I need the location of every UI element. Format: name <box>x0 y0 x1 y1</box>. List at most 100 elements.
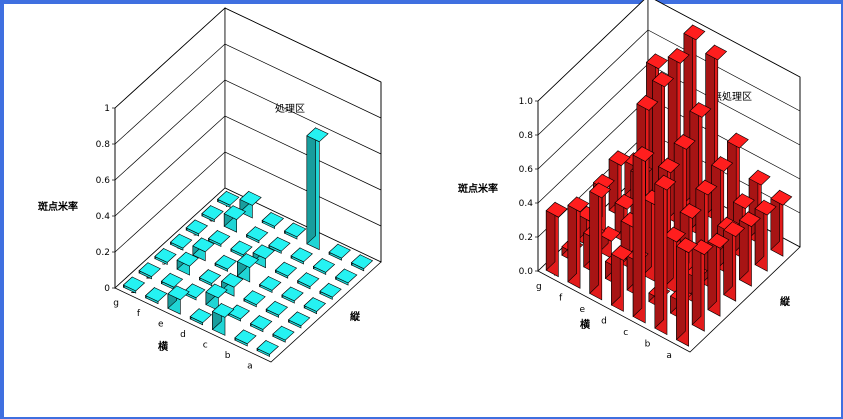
bar <box>145 286 168 305</box>
x-tick-label: c <box>203 341 208 351</box>
gridline <box>537 29 801 136</box>
bar <box>261 211 285 229</box>
z-tick-label: 0.6 <box>96 176 111 186</box>
x-tick-label: a <box>247 362 253 372</box>
bar <box>122 276 146 294</box>
bar <box>306 127 329 251</box>
bar <box>610 244 633 312</box>
bar <box>217 190 240 208</box>
z-tick-label: 1 <box>104 104 110 114</box>
gridline <box>114 115 382 217</box>
x-tick-label: e <box>158 319 164 329</box>
bar <box>290 247 313 265</box>
bar <box>589 182 612 301</box>
bar <box>234 329 257 347</box>
gridline <box>114 151 382 253</box>
gridline <box>114 79 382 181</box>
x-tick-label: e <box>580 305 586 315</box>
bar <box>185 219 209 237</box>
bar <box>167 285 190 315</box>
z-tick-label: 0.4 <box>96 212 111 222</box>
bar <box>283 222 307 240</box>
gridline <box>114 43 382 145</box>
bar <box>287 311 311 329</box>
bar <box>245 226 269 244</box>
z-tick-label: 0 <box>104 284 110 294</box>
bar <box>691 239 714 332</box>
x-tick-label: d <box>601 317 607 327</box>
bar <box>236 252 260 283</box>
bar <box>319 282 342 300</box>
bar <box>169 233 193 251</box>
chart-1: 00.20.40.60.81abcdefg1234567斑点米率横縦処理区 <box>38 7 382 372</box>
bar <box>249 314 273 333</box>
bar <box>272 325 295 343</box>
x-tick-label: g <box>536 282 542 292</box>
x-tick-label: d <box>180 330 186 340</box>
z-tick-label: 0.2 <box>519 233 533 243</box>
bar <box>297 272 320 290</box>
bar <box>654 174 677 336</box>
bar <box>243 290 266 308</box>
bar <box>201 204 224 223</box>
chart-2: 0.00.20.40.60.81.0abcdefg1234567斑点米率横縦無処… <box>458 0 801 361</box>
z-tick-label: 1.0 <box>519 97 534 107</box>
bar <box>154 247 177 265</box>
bar <box>328 243 351 261</box>
x-tick-label: b <box>645 340 651 350</box>
bar <box>230 240 253 258</box>
x-tick-label: c <box>623 328 628 338</box>
gridline <box>537 0 801 102</box>
y-axis-label: 縦 <box>350 310 361 323</box>
bar <box>256 339 279 357</box>
bar <box>176 251 199 276</box>
x-tick-label: f <box>137 309 141 319</box>
chart-title: 無処理区 <box>712 90 752 103</box>
chart-title: 処理区 <box>275 102 305 115</box>
bar <box>183 283 206 301</box>
y-axis-label: 縦 <box>780 295 791 308</box>
bar <box>274 261 298 279</box>
bar <box>265 300 289 318</box>
bar <box>754 199 777 272</box>
bar <box>207 229 231 247</box>
x-tick-label: b <box>225 351 231 361</box>
bar <box>312 257 336 275</box>
bar <box>205 283 228 311</box>
z-tick-label: 0.4 <box>519 199 534 209</box>
bar <box>211 302 235 336</box>
x-axis-label: 横 <box>580 318 591 331</box>
bar <box>259 275 282 293</box>
bar <box>160 272 184 290</box>
bar <box>268 236 291 254</box>
bar <box>707 232 730 317</box>
bar <box>663 226 687 294</box>
z-tick-label: 0.6 <box>519 165 534 175</box>
z-tick-label: 0.8 <box>519 131 534 141</box>
x-tick-label: a <box>666 351 672 361</box>
z-tick-label: 0.0 <box>519 267 534 277</box>
x-tick-label: g <box>113 298 119 308</box>
bar <box>192 237 215 262</box>
z-axis-label: 斑点米率 <box>38 200 78 213</box>
bar <box>252 244 275 269</box>
x-axis-label: 横 <box>158 340 169 353</box>
bar <box>675 237 699 347</box>
bar <box>223 205 247 233</box>
bar <box>138 262 161 280</box>
bar <box>632 145 655 324</box>
z-axis-label: 斑点米率 <box>458 182 498 195</box>
bar <box>198 268 222 287</box>
x-tick-label: f <box>559 293 563 303</box>
bar <box>221 272 244 297</box>
bar <box>335 268 358 286</box>
bar <box>303 296 327 315</box>
bar <box>567 196 590 289</box>
bar <box>350 254 374 272</box>
bar <box>545 201 568 278</box>
bar <box>281 286 304 304</box>
z-tick-label: 0.2 <box>96 248 110 258</box>
gridline <box>114 7 382 109</box>
bar <box>189 308 213 326</box>
